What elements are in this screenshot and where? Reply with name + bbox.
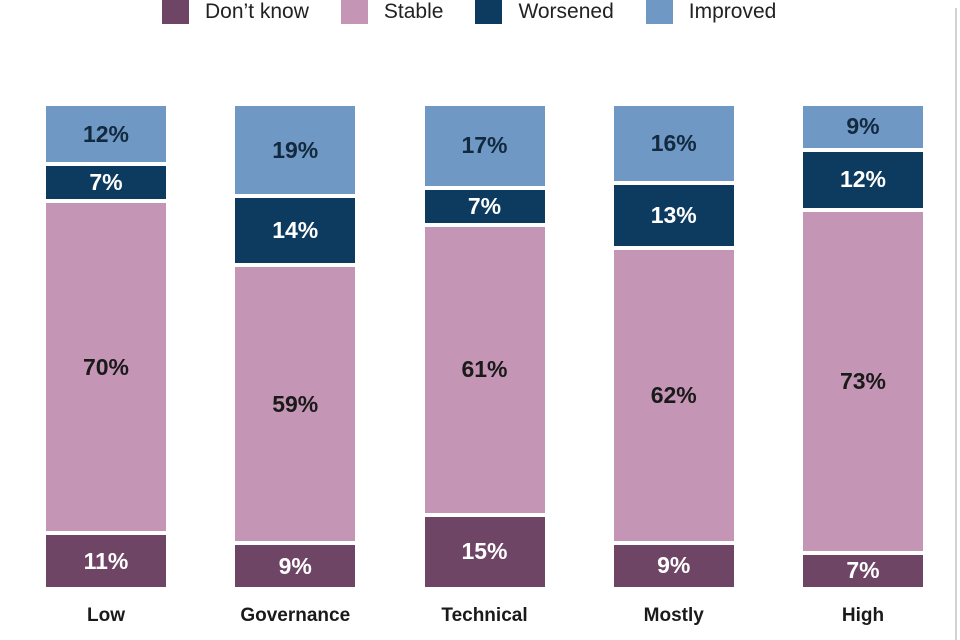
segment-value-label: 70% xyxy=(82,353,130,380)
segment-value-label: 11% xyxy=(83,547,129,574)
segment: 19% xyxy=(233,104,358,197)
segment-value-label: 19% xyxy=(272,136,319,163)
bar-low: 12% 7% 70% 11% xyxy=(44,104,168,589)
segment: 14% xyxy=(233,196,358,266)
legend-label: Don’t know xyxy=(205,0,309,23)
plot-area: 12% 7% 70% 11% 19% 14% 59% 9% 17% 7% 61% 15% 16% 13% 6… xyxy=(44,104,925,590)
segment: 9% xyxy=(233,543,358,590)
segment-value-label: 16% xyxy=(650,130,697,157)
segment: 59% xyxy=(233,265,358,544)
category-label: Governance xyxy=(240,605,351,626)
legend-label: Worsened xyxy=(518,0,614,23)
segment: 73% xyxy=(801,209,925,553)
segment: 70% xyxy=(44,201,168,534)
segment: 7% xyxy=(801,552,925,589)
category-label: Technical xyxy=(441,605,528,626)
bar-governance: 19% 14% 59% 9% xyxy=(233,104,358,590)
segment-value-label: 7% xyxy=(846,557,880,584)
segment-value-label: 17% xyxy=(461,132,508,159)
segment-value-label: 13% xyxy=(650,202,697,229)
segment-value-label: 9% xyxy=(278,552,312,579)
legend-swatch-icon xyxy=(340,0,368,24)
segment: 61% xyxy=(422,224,547,515)
segment-value-label: 9% xyxy=(846,113,880,140)
segment: 7% xyxy=(422,187,547,225)
legend-swatch-icon xyxy=(162,0,189,24)
segment: 16% xyxy=(611,104,736,184)
legend-item: Stable xyxy=(340,0,444,24)
segment-value-label: 7% xyxy=(467,192,502,219)
segment-value-label: 12% xyxy=(82,120,130,147)
segment: 13% xyxy=(611,183,736,249)
segment-value-label: 61% xyxy=(461,356,508,383)
segment: 17% xyxy=(422,104,547,188)
segment-value-label: 73% xyxy=(839,367,887,394)
category-label: Low xyxy=(87,605,125,626)
segment: 12% xyxy=(801,149,925,210)
segment-value-label: 9% xyxy=(657,552,691,579)
legend-swatch-icon xyxy=(475,0,503,24)
segment-value-label: 62% xyxy=(650,381,697,408)
segment: 9% xyxy=(611,542,736,589)
bar-mostly: 16% 13% 62% 9% xyxy=(611,104,736,589)
category-label: High xyxy=(841,605,885,626)
page-border-line xyxy=(955,8,957,640)
segment-value-label: 14% xyxy=(272,217,319,244)
segment: 62% xyxy=(611,248,736,543)
segment: 9% xyxy=(801,104,925,150)
legend-item: Don’t know xyxy=(162,0,309,24)
segment: 7% xyxy=(44,164,168,202)
segment-value-label: 15% xyxy=(461,538,508,565)
legend-label: Improved xyxy=(688,0,777,23)
legend: Don’t know Stable Worsened Improved xyxy=(162,0,776,25)
category-label: Mostly xyxy=(643,605,704,626)
segment-value-label: 59% xyxy=(272,390,319,417)
legend-swatch-icon xyxy=(645,0,673,24)
segment: 11% xyxy=(44,533,168,589)
legend-label: Stable xyxy=(383,0,444,23)
legend-item: Improved xyxy=(645,0,777,24)
segment-value-label: 12% xyxy=(839,166,887,193)
segment: 15% xyxy=(422,514,547,589)
segment-value-label: 7% xyxy=(89,169,123,196)
legend-item: Worsened xyxy=(475,0,614,24)
bar-high: 9% 12% 73% 7% xyxy=(801,104,925,589)
category-labels: Low Governance Technical Mostly High xyxy=(44,603,925,630)
bar-technical: 17% 7% 61% 15% xyxy=(422,104,547,589)
segment: 12% xyxy=(44,104,168,165)
